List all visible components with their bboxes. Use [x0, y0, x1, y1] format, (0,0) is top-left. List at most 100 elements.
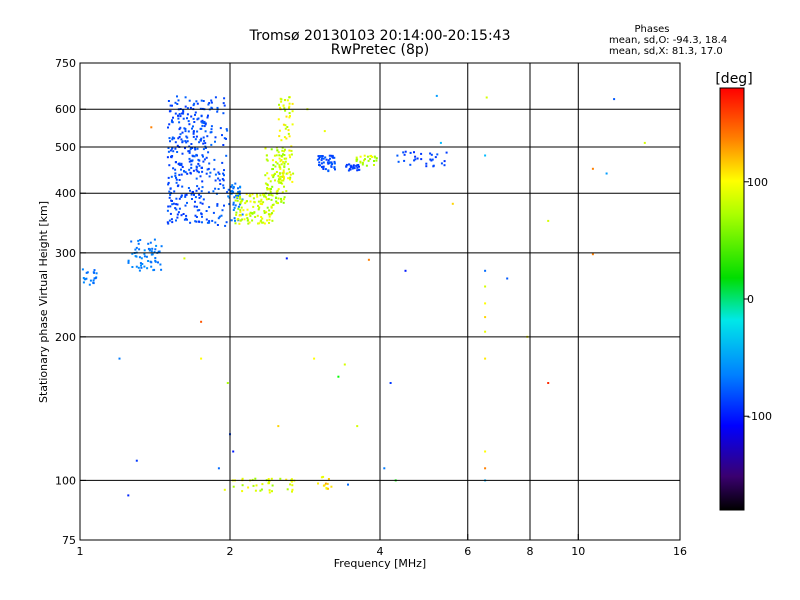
x-tick-label: 1: [77, 545, 84, 558]
data-point: [264, 147, 267, 150]
data-point: [291, 102, 294, 105]
data-point: [189, 148, 192, 151]
data-point: [230, 185, 233, 188]
data-point: [236, 199, 239, 202]
data-point: [278, 154, 281, 157]
data-point: [214, 173, 217, 176]
data-point: [257, 208, 260, 211]
data-point: [269, 180, 272, 183]
data-point: [413, 159, 416, 162]
data-point: [127, 259, 130, 262]
data-point: [273, 154, 276, 157]
data-point: [239, 197, 242, 200]
data-point: [182, 109, 185, 112]
data-point: [183, 257, 186, 260]
data-point: [201, 186, 204, 189]
data-point: [248, 213, 251, 216]
data-point: [94, 277, 97, 280]
data-point: [288, 154, 291, 157]
data-point: [443, 160, 446, 163]
data-point: [287, 168, 290, 171]
data-point: [189, 221, 192, 224]
data-point: [263, 211, 266, 214]
data-point: [290, 149, 293, 152]
data-point: [180, 214, 183, 217]
data-point: [150, 250, 153, 253]
data-point: [193, 155, 196, 158]
data-point: [287, 132, 290, 135]
data-point: [254, 489, 257, 492]
plot-grid: [80, 63, 680, 540]
data-point: [282, 171, 285, 174]
data-point: [242, 209, 245, 212]
colorbar-tick-label: 100: [747, 176, 768, 189]
data-point: [168, 137, 171, 140]
x-tick-label: 10: [571, 545, 585, 558]
data-point: [127, 494, 130, 497]
data-point: [262, 221, 265, 224]
data-point: [202, 160, 205, 163]
data-point: [270, 188, 272, 190]
data-point: [290, 480, 293, 483]
data-point: [484, 467, 487, 470]
data-point: [283, 99, 286, 102]
data-point: [186, 113, 189, 116]
data-point: [186, 201, 188, 204]
data-point: [202, 155, 204, 158]
data-point: [214, 187, 217, 190]
data-point: [275, 201, 278, 204]
data-point: [282, 198, 285, 201]
data-point: [131, 266, 134, 268]
data-point: [168, 219, 171, 222]
data-point: [283, 165, 286, 168]
data-point: [272, 164, 275, 167]
data-point: [191, 147, 194, 149]
data-point: [259, 202, 262, 205]
data-point: [420, 158, 423, 161]
data-point: [224, 224, 227, 227]
data-point: [174, 168, 177, 171]
data-point: [239, 185, 242, 188]
data-point: [178, 197, 181, 200]
data-point: [275, 161, 277, 164]
data-point: [234, 204, 237, 207]
data-point: [185, 193, 188, 196]
data-point: [180, 164, 183, 166]
data-point: [217, 188, 220, 190]
colorbar-tick-label: 0: [747, 293, 754, 306]
colorbar-tick-label: -100: [747, 410, 772, 423]
data-point: [246, 200, 248, 203]
data-point: [359, 160, 362, 163]
data-point: [252, 205, 255, 208]
data-point: [435, 94, 438, 97]
data-point: [257, 204, 259, 207]
data-point: [190, 146, 193, 149]
data-point: [330, 161, 333, 164]
data-point: [356, 166, 359, 169]
data-point: [168, 123, 171, 126]
data-point: [85, 271, 88, 274]
data-point: [150, 261, 153, 264]
data-point: [149, 248, 151, 251]
data-point: [171, 138, 174, 141]
data-point: [288, 102, 291, 105]
data-point: [436, 153, 439, 156]
data-point: [203, 139, 206, 142]
data-point: [292, 172, 295, 175]
data-point: [180, 168, 182, 171]
data-point: [271, 159, 274, 162]
data-point: [203, 120, 206, 123]
data-point: [180, 112, 183, 115]
data-point: [172, 116, 174, 119]
data-point: [249, 214, 252, 217]
data-point: [219, 127, 222, 130]
x-tick-label: 4: [377, 545, 384, 558]
data-point: [222, 144, 225, 146]
data-point: [118, 357, 121, 360]
data-point: [153, 238, 156, 241]
data-point: [191, 154, 194, 157]
data-point: [171, 146, 174, 149]
data-point: [201, 121, 204, 124]
data-point: [208, 162, 211, 165]
data-point: [207, 167, 210, 170]
